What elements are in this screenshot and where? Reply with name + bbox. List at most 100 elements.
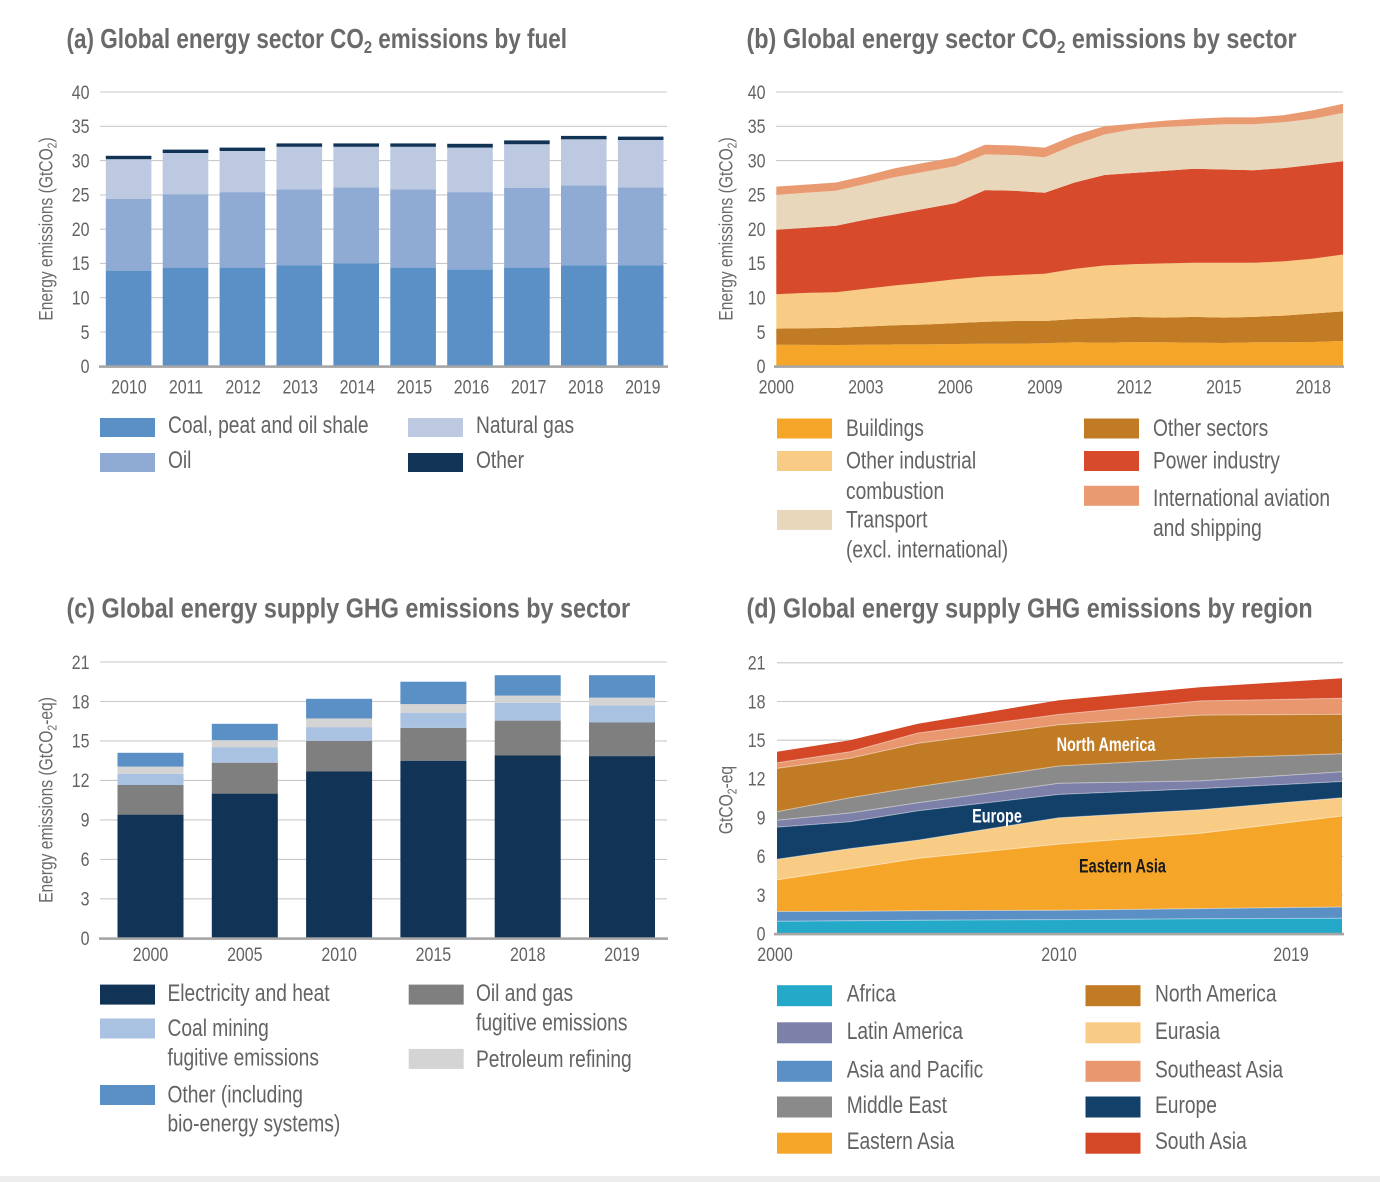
svg-text:Middle East: Middle East bbox=[847, 1091, 947, 1119]
svg-text:(c) Global energy supply GHG e: (c) Global energy supply GHG emissions b… bbox=[67, 594, 631, 624]
svg-text:2018: 2018 bbox=[568, 376, 603, 398]
svg-text:0: 0 bbox=[81, 356, 90, 378]
svg-text:North America: North America bbox=[1057, 734, 1156, 755]
svg-text:Europe: Europe bbox=[1155, 1091, 1217, 1119]
svg-text:5: 5 bbox=[757, 321, 766, 343]
svg-text:Eurasia: Eurasia bbox=[1155, 1017, 1221, 1045]
svg-text:Other sectors: Other sectors bbox=[1153, 414, 1268, 442]
svg-text:Energy emissions (GtCO2): Energy emissions (GtCO2) bbox=[35, 137, 60, 320]
svg-text:2010: 2010 bbox=[111, 376, 147, 398]
svg-text:(b) Global energy sector CO2 e: (b) Global energy sector CO2 emissions b… bbox=[747, 24, 1297, 57]
svg-text:6: 6 bbox=[81, 849, 90, 871]
svg-text:GtCO2-eq: GtCO2-eq bbox=[715, 766, 740, 834]
svg-text:2003: 2003 bbox=[848, 376, 883, 398]
svg-text:Oil: Oil bbox=[168, 446, 191, 474]
svg-text:21: 21 bbox=[72, 651, 90, 673]
svg-text:2015: 2015 bbox=[397, 376, 433, 398]
svg-text:35: 35 bbox=[748, 116, 766, 138]
svg-text:Energy emissions (GtCO2-eq): Energy emissions (GtCO2-eq) bbox=[35, 697, 60, 903]
svg-text:Petroleum refining: Petroleum refining bbox=[476, 1045, 632, 1073]
svg-text:South Asia: South Asia bbox=[1155, 1127, 1248, 1155]
svg-text:15: 15 bbox=[748, 253, 766, 275]
svg-text:fugitive emissions: fugitive emissions bbox=[476, 1009, 628, 1037]
svg-text:2000: 2000 bbox=[133, 944, 169, 966]
svg-text:Coal, peat and oil shale: Coal, peat and oil shale bbox=[168, 411, 369, 439]
svg-text:and shipping: and shipping bbox=[1153, 514, 1262, 542]
svg-text:40: 40 bbox=[748, 81, 766, 103]
svg-text:North America: North America bbox=[1155, 980, 1277, 1008]
svg-text:2000: 2000 bbox=[759, 376, 795, 398]
svg-text:30: 30 bbox=[72, 150, 90, 172]
svg-text:2018: 2018 bbox=[1295, 376, 1330, 398]
svg-text:2000: 2000 bbox=[757, 944, 793, 966]
svg-text:Electricity and heat: Electricity and heat bbox=[168, 979, 330, 1007]
svg-text:Other industrial: Other industrial bbox=[846, 446, 976, 474]
svg-text:Natural gas: Natural gas bbox=[476, 411, 574, 439]
svg-text:2010: 2010 bbox=[321, 944, 357, 966]
svg-text:35: 35 bbox=[72, 116, 90, 138]
svg-text:30: 30 bbox=[748, 150, 766, 172]
svg-text:10: 10 bbox=[748, 287, 766, 309]
svg-text:20: 20 bbox=[72, 219, 90, 241]
svg-text:2012: 2012 bbox=[1117, 376, 1152, 398]
svg-text:International aviation: International aviation bbox=[1153, 484, 1330, 512]
svg-text:Oil and gas: Oil and gas bbox=[476, 979, 573, 1007]
svg-text:2016: 2016 bbox=[454, 376, 489, 398]
svg-text:Latin America: Latin America bbox=[847, 1017, 964, 1045]
svg-text:Europe: Europe bbox=[972, 806, 1022, 827]
svg-text:2019: 2019 bbox=[604, 944, 639, 966]
svg-text:12: 12 bbox=[72, 770, 90, 792]
svg-text:9: 9 bbox=[81, 809, 90, 831]
svg-text:2017: 2017 bbox=[511, 376, 546, 398]
svg-text:2019: 2019 bbox=[1273, 944, 1308, 966]
svg-text:6: 6 bbox=[757, 846, 766, 868]
svg-text:0: 0 bbox=[81, 928, 90, 950]
svg-text:0: 0 bbox=[757, 923, 766, 945]
svg-text:Buildings: Buildings bbox=[846, 414, 924, 442]
svg-text:bio-energy systems): bio-energy systems) bbox=[168, 1109, 341, 1137]
svg-text:Other: Other bbox=[476, 446, 524, 474]
svg-text:2006: 2006 bbox=[938, 376, 973, 398]
svg-text:combustion: combustion bbox=[846, 477, 944, 505]
svg-text:fugitive emissions: fugitive emissions bbox=[168, 1043, 320, 1071]
svg-text:2014: 2014 bbox=[340, 376, 376, 398]
svg-text:Transport: Transport bbox=[846, 505, 927, 533]
svg-text:21: 21 bbox=[748, 652, 766, 674]
svg-text:(d) Global energy supply GHG e: (d) Global energy supply GHG emissions b… bbox=[747, 594, 1313, 624]
svg-text:Asia and Pacific: Asia and Pacific bbox=[847, 1055, 984, 1083]
svg-text:Coal mining: Coal mining bbox=[168, 1014, 269, 1042]
svg-text:Power industry: Power industry bbox=[1153, 446, 1280, 474]
svg-text:Energy emissions (GtCO2): Energy emissions (GtCO2) bbox=[715, 137, 740, 320]
svg-text:3: 3 bbox=[757, 885, 766, 907]
svg-text:2019: 2019 bbox=[625, 376, 660, 398]
svg-text:25: 25 bbox=[748, 184, 766, 206]
svg-text:2015: 2015 bbox=[416, 944, 452, 966]
svg-text:2011: 2011 bbox=[169, 376, 203, 398]
svg-text:2010: 2010 bbox=[1041, 944, 1077, 966]
svg-text:12: 12 bbox=[748, 768, 766, 790]
svg-text:15: 15 bbox=[72, 253, 90, 275]
svg-text:10: 10 bbox=[72, 287, 90, 309]
svg-text:2012: 2012 bbox=[225, 376, 260, 398]
svg-text:(a) Global energy sector CO2 e: (a) Global energy sector CO2 emissions b… bbox=[67, 24, 567, 57]
svg-text:Other (including: Other (including bbox=[168, 1080, 303, 1108]
svg-text:Southeast Asia: Southeast Asia bbox=[1155, 1055, 1284, 1083]
svg-text:3: 3 bbox=[81, 888, 90, 910]
svg-text:Eastern Asia: Eastern Asia bbox=[1079, 856, 1166, 877]
svg-text:15: 15 bbox=[72, 730, 90, 752]
svg-text:2018: 2018 bbox=[510, 944, 545, 966]
svg-text:18: 18 bbox=[72, 691, 90, 713]
svg-text:2005: 2005 bbox=[227, 944, 263, 966]
svg-text:15: 15 bbox=[748, 730, 766, 752]
svg-text:40: 40 bbox=[72, 81, 90, 103]
svg-text:Africa: Africa bbox=[847, 980, 897, 1008]
svg-text:2009: 2009 bbox=[1027, 376, 1062, 398]
svg-text:9: 9 bbox=[757, 807, 766, 829]
svg-text:5: 5 bbox=[81, 321, 90, 343]
svg-text:2013: 2013 bbox=[282, 376, 317, 398]
svg-text:18: 18 bbox=[748, 691, 766, 713]
svg-text:2015: 2015 bbox=[1206, 376, 1242, 398]
svg-text:(excl. international): (excl. international) bbox=[846, 536, 1008, 564]
svg-text:20: 20 bbox=[748, 219, 766, 241]
svg-text:25: 25 bbox=[72, 184, 90, 206]
